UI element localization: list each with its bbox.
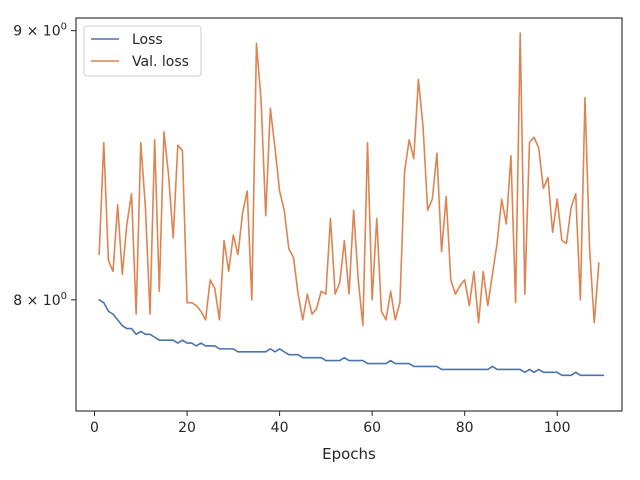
x-tick-label: 80 [456,420,474,436]
x-tick-label: 40 [271,420,289,436]
y-tick-label-exponent: 0 [61,22,67,33]
legend: Loss Val. loss [83,25,202,77]
plot-area-frame [75,17,623,412]
x-tick-label: 100 [544,420,571,436]
x-tick-label: 0 [90,420,99,436]
x-tick-label: 20 [178,420,196,436]
x-axis: 0 20 40 60 80 100 [90,411,571,436]
x-tick-label: 60 [363,420,381,436]
y-tick-label-exponent: 0 [61,291,67,302]
series-layer [98,32,605,377]
series-line-val-loss [98,32,600,327]
y-tick-label-base: 8 × 10 [13,293,60,309]
legend-label: Val. loss [132,54,189,70]
x-axis-label: Epochs [322,445,376,463]
y-tick-label: 9 × 100 [13,22,67,40]
series-line-loss [98,298,605,377]
y-tick-label-base: 9 × 10 [13,24,60,40]
legend-label: Loss [132,32,163,48]
y-tick-label: 8 × 100 [13,291,67,309]
